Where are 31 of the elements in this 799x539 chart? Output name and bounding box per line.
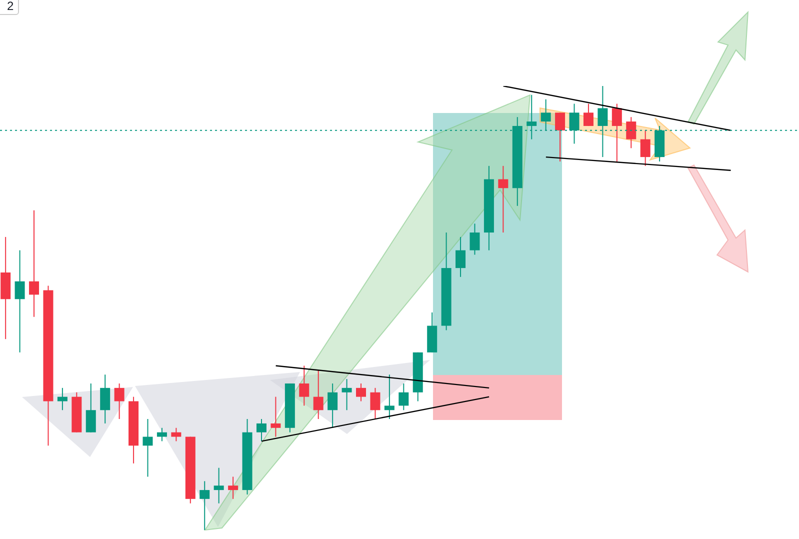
candlestick [612,103,622,162]
candlestick [456,236,466,278]
candlestick [498,165,508,234]
candlestick [100,374,110,424]
candlestick [114,382,124,420]
candlestick [228,476,238,500]
candlestick [57,387,68,411]
candlestick [299,365,310,406]
candlestick [214,467,224,504]
candlestick [583,103,594,126]
candlestick [555,112,566,162]
candlestick [270,396,281,438]
candlestick [29,210,40,318]
candlestick [171,427,182,442]
candlestick [256,418,266,442]
candlestick [370,387,380,420]
candlestick [156,427,167,442]
candlestick [398,382,409,411]
candlestick [342,378,352,411]
candlestick [356,382,366,402]
candlestick [14,250,25,353]
candlestick [313,370,324,420]
candlestick [626,116,636,149]
candlestick [142,418,153,478]
candlestick [328,382,338,428]
candlestick [640,130,650,166]
candlestick [470,223,480,256]
candlestick [86,382,96,433]
candlestick [200,480,210,530]
text: 2 [0,0,19,15]
candlestick [384,374,394,420]
